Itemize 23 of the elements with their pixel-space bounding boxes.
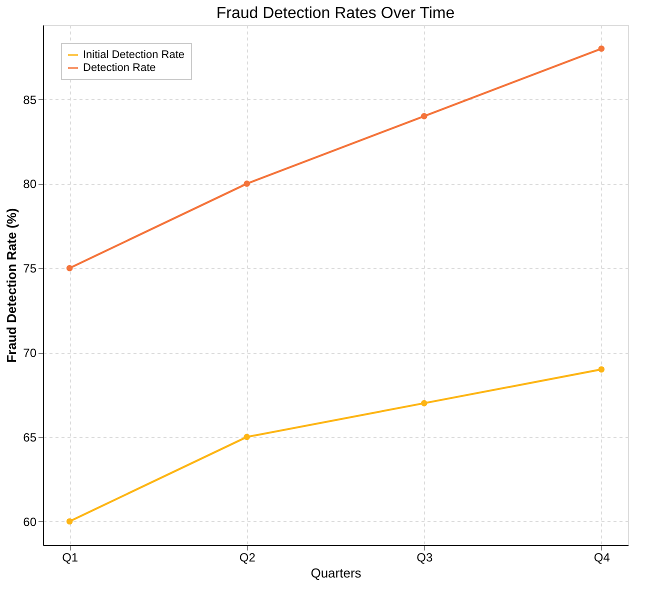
y-tick-label: 65: [23, 430, 37, 444]
x-axis-title: Quarters: [310, 566, 362, 580]
legend-label: Initial Detection Rate: [83, 49, 184, 61]
y-axis-title: Fraud Detection Rate (%): [4, 208, 20, 363]
point: [598, 45, 605, 52]
x-tick-label: Q4: [594, 550, 610, 564]
y-tick-label: 75: [23, 262, 37, 276]
point: [420, 400, 428, 406]
point: [420, 113, 428, 120]
point: [244, 434, 250, 440]
legend-label: Detection Rate: [83, 62, 156, 74]
y-tick-label: 70: [23, 346, 37, 360]
point: [244, 180, 250, 187]
x-tick-label: Q1: [62, 550, 78, 564]
x-tick-label: Q2: [239, 550, 256, 564]
x-tick-label: Q3: [416, 550, 433, 564]
chart-title: Fraud Detection Rates Over Time: [216, 5, 455, 22]
point: [66, 518, 73, 525]
y-tick-label: 85: [23, 92, 37, 107]
point: [598, 366, 605, 373]
y-tick-label: 60: [23, 514, 37, 529]
y-tick-label: 80: [23, 177, 37, 192]
point: [66, 264, 73, 272]
